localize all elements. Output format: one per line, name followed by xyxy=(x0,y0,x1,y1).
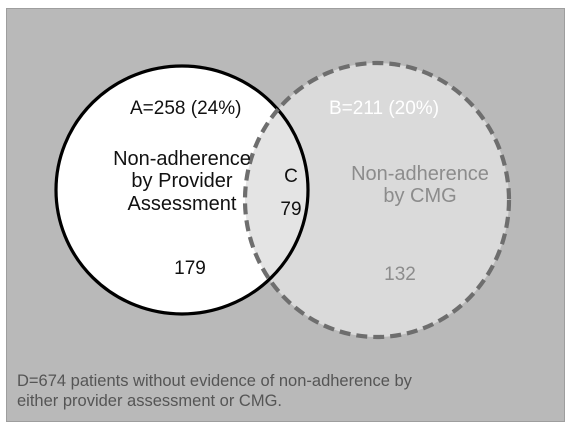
overlap-count-label: 79 xyxy=(280,199,302,220)
overlap-letter-label: C xyxy=(284,166,298,187)
set-a-title-line: Non-adherence xyxy=(113,148,251,170)
set-a-outline xyxy=(54,64,310,316)
set-b-total-label: B=211 (20%) xyxy=(329,98,440,119)
outside-note-line: D=674 patients without evidence of non-a… xyxy=(17,372,412,390)
set-b-cmg-circle xyxy=(245,63,509,337)
set-b-title-line: by CMG xyxy=(383,185,457,208)
outside-note-line: either provider assessment or CMG. xyxy=(17,392,283,411)
set-b-title: Non-adherence by CMG xyxy=(332,163,508,208)
set-a-title: Non-adherence by Provider Assessment xyxy=(96,148,268,215)
set-b-only-count: 132 xyxy=(384,264,416,285)
set-b-title-line: Non-adherence xyxy=(351,163,489,185)
set-a-provider-circle xyxy=(56,66,308,314)
set-a-title-line: Assessment xyxy=(127,192,237,215)
set-a-only-count: 179 xyxy=(174,258,206,279)
set-a-total-label: A=258 (24%) xyxy=(130,98,242,119)
set-b-dashed-outline xyxy=(242,60,512,340)
set-a-title-line: by Provider xyxy=(131,170,233,193)
outside-region-note: D=674 patients without evidence of non-a… xyxy=(17,371,537,411)
